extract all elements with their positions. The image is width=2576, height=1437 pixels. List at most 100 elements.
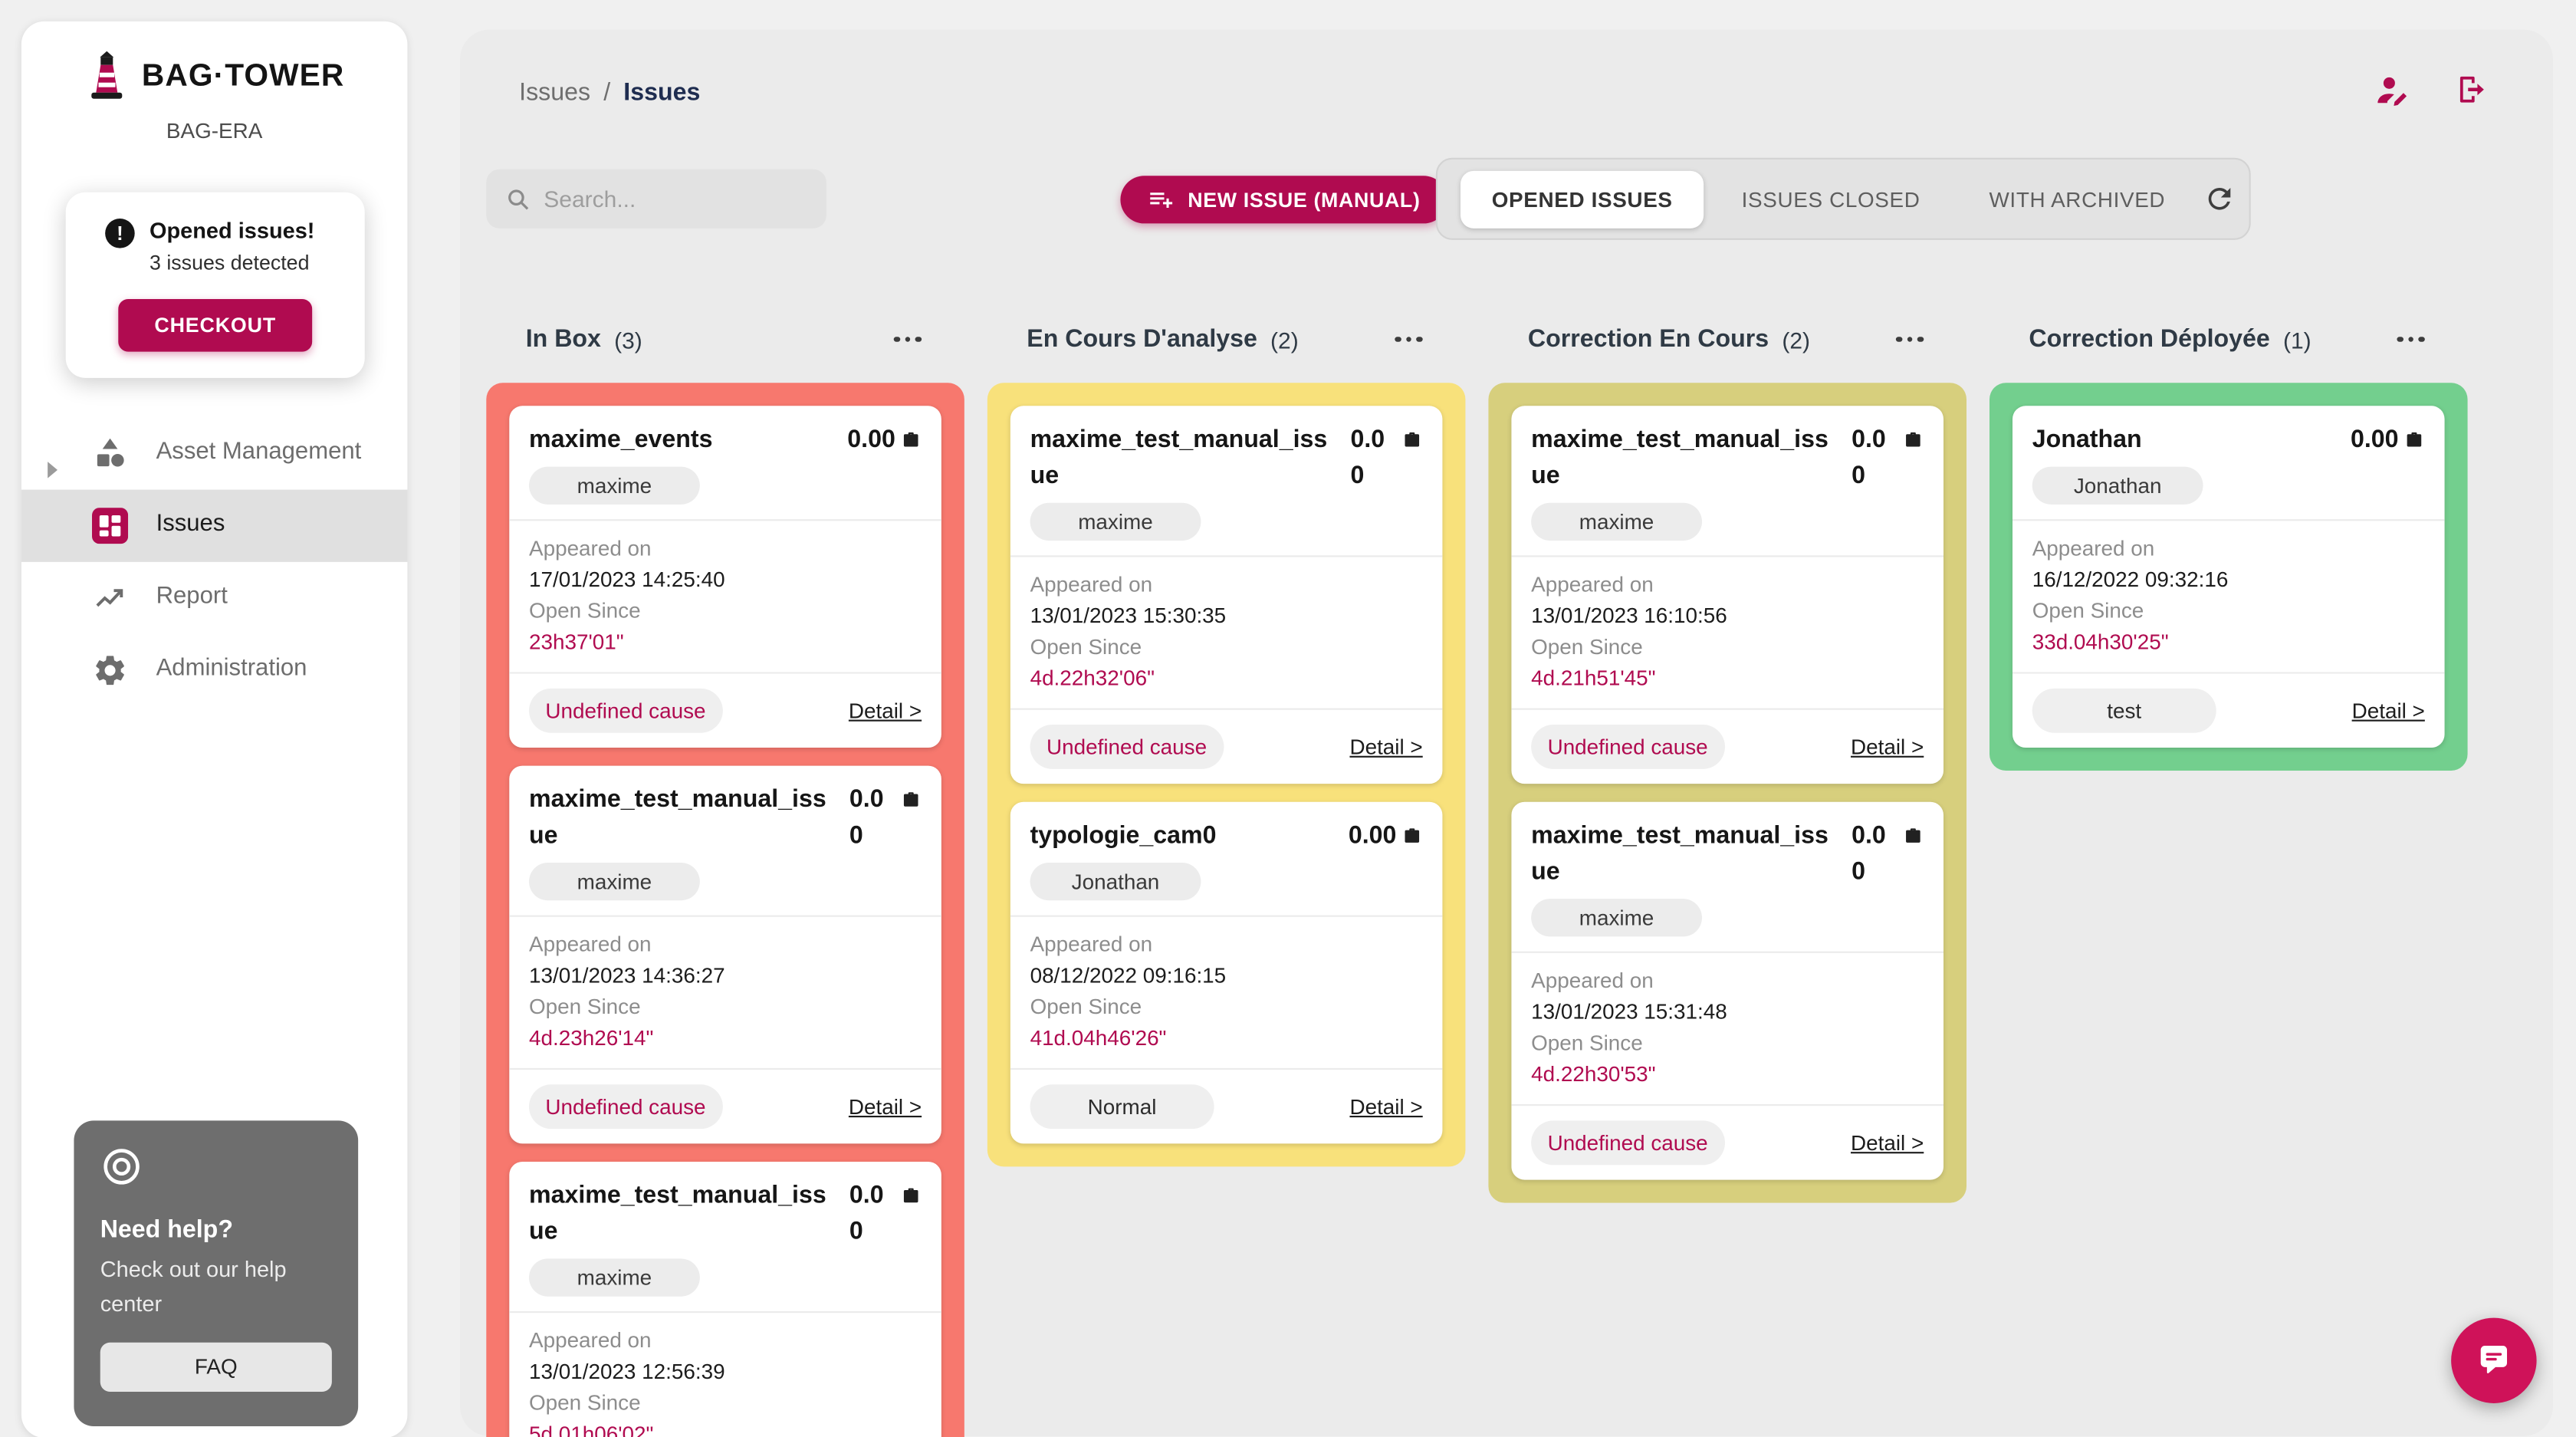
user-edit-button[interactable] <box>2372 69 2411 108</box>
column-count: (2) <box>1782 326 1811 353</box>
breadcrumb: Issues / Issues <box>519 79 700 107</box>
column-count: (3) <box>614 326 642 353</box>
assignee-chip: maxime <box>1030 502 1201 541</box>
column-title: Correction Déployée <box>2029 325 2270 353</box>
open-since-label: Open Since <box>1030 994 1142 1019</box>
open-since-label: Open Since <box>2032 598 2144 623</box>
column-body: maxime_test_manual_issue 0.00 maxime App… <box>1488 383 1967 1203</box>
tab-issues-closed[interactable]: ISSUES CLOSED <box>1710 170 1951 228</box>
issue-card[interactable]: maxime_test_manual_issue 0.00 maxime App… <box>1511 406 1944 784</box>
work-bag-icon <box>900 429 922 459</box>
detail-link[interactable]: Detail > <box>1349 1094 1423 1120</box>
issue-title: maxime_test_manual_issue <box>1531 821 1829 886</box>
issue-card[interactable]: Jonathan 0.00 Jonathan Appeared on 16/12… <box>2013 406 2445 748</box>
appeared-on-value: 13/01/2023 15:31:48 <box>1531 998 1727 1024</box>
appeared-on-label: Appeared on <box>529 535 652 561</box>
sidebar-collapse-icon[interactable] <box>48 462 58 478</box>
detail-link[interactable]: Detail > <box>1851 734 1924 759</box>
logout-icon <box>2459 75 2483 102</box>
playlist-add-icon <box>1150 192 1173 208</box>
open-since-value: 4d.22h32'06" <box>1030 665 1155 690</box>
detail-link[interactable]: Detail > <box>2351 698 2425 723</box>
cause-chip: Undefined cause <box>1531 725 1725 769</box>
open-since-label: Open Since <box>1531 634 1643 659</box>
logout-button[interactable] <box>2451 69 2490 108</box>
open-since-value: 5d.01h06'02" <box>529 1421 654 1437</box>
search-input[interactable] <box>544 186 807 212</box>
column-menu-button[interactable] <box>1392 330 1424 349</box>
assignee-chip: maxime <box>1531 899 1702 937</box>
column-menu-button[interactable] <box>2394 330 2426 349</box>
exclamation-icon: ! <box>105 219 135 248</box>
divider <box>1511 708 1944 710</box>
issue-card[interactable]: maxime_test_manual_issue 0.00 maxime App… <box>1511 801 1944 1180</box>
refresh-button[interactable] <box>2203 177 2236 220</box>
appeared-on-value: 08/12/2022 09:16:15 <box>1030 962 1227 988</box>
sidebar-nav: Asset Management Issues Report <box>21 417 408 706</box>
issue-value: 0.00 <box>847 426 895 454</box>
issue-value: 0.00 <box>849 785 884 850</box>
appeared-on-label: Appeared on <box>1030 571 1153 597</box>
page-title: Issues <box>623 78 701 107</box>
cause-chip: test <box>2032 688 2216 733</box>
main-panel: Issues / Issues <box>460 29 2553 1437</box>
help-buoy-icon <box>104 1149 140 1185</box>
appeared-on-value: 13/01/2023 15:30:35 <box>1030 603 1227 628</box>
faq-button[interactable]: FAQ <box>100 1342 332 1392</box>
divider <box>1010 1067 1443 1070</box>
column-menu-button[interactable] <box>892 330 924 349</box>
breadcrumb-root[interactable]: Issues <box>519 78 591 107</box>
detail-link[interactable]: Detail > <box>1349 734 1423 759</box>
issue-value: 0.00 <box>2350 426 2399 454</box>
issue-value: 0.00 <box>1348 821 1397 850</box>
appeared-on-label: Appeared on <box>2032 535 2155 561</box>
detail-link[interactable]: Detail > <box>1851 1130 1924 1156</box>
detail-link[interactable]: Detail > <box>848 1094 922 1120</box>
work-bag-icon <box>2404 429 2425 459</box>
appeared-on-value: 13/01/2023 14:36:27 <box>529 962 725 988</box>
sidebar-item-report[interactable]: Report <box>21 561 408 633</box>
trending-up-icon <box>96 588 123 607</box>
kanban-column-correction: Correction En Cours (2) maxime_test_manu… <box>1488 325 1967 1203</box>
assignee-chip: maxime <box>529 466 700 505</box>
issues-filter-tabs: OPENED ISSUES ISSUES CLOSED WITH ARCHIVE… <box>1435 157 2251 240</box>
org-name: BAG-ERA <box>166 118 263 143</box>
work-bag-icon <box>1401 429 1423 459</box>
tab-opened-issues[interactable]: OPENED ISSUES <box>1460 169 1704 228</box>
appeared-on-label: Appeared on <box>1030 932 1153 957</box>
checkout-button[interactable]: CHECKOUT <box>118 298 313 351</box>
divider <box>1010 708 1443 710</box>
issue-title: maxime_test_manual_issue <box>529 785 826 850</box>
breadcrumb-separator: / <box>603 78 611 107</box>
kanban-column-analyse: En Cours D'analyse (2) maxime_test_manua… <box>987 325 1466 1167</box>
divider <box>1511 555 1944 557</box>
cause-chip: Undefined cause <box>1030 725 1224 769</box>
detail-link[interactable]: Detail > <box>848 698 922 723</box>
issue-card[interactable]: maxime_test_manual_issue 0.00 maxime App… <box>1010 406 1443 784</box>
divider <box>2013 672 2445 674</box>
sidebar-item-issues[interactable]: Issues <box>21 488 408 562</box>
refresh-icon <box>2208 188 2231 210</box>
chat-fab-button[interactable] <box>2451 1317 2537 1403</box>
issue-card[interactable]: maxime_test_manual_issue 0.00 maxime App… <box>509 1162 941 1437</box>
tab-with-archived[interactable]: WITH ARCHIVED <box>1958 170 2196 228</box>
kanban-column-deployed: Correction Déployée (1) Jonathan 0.00 Jo… <box>1990 325 2468 771</box>
opened-issues-alert: ! Opened issues! 3 issues detected CHECK… <box>65 192 365 378</box>
issue-card[interactable]: maxime_events 0.00 maxime Appeared on 17… <box>509 406 941 748</box>
issue-value: 0.00 <box>849 1181 884 1246</box>
work-bag-icon <box>1401 825 1423 855</box>
new-issue-button[interactable]: NEW ISSUE (MANUAL) <box>1120 176 1447 224</box>
appeared-on-label: Appeared on <box>529 932 652 957</box>
issue-card[interactable]: typologie_cam0 0.00 Jonathan Appeared on… <box>1010 801 1443 1144</box>
sidebar-item-administration[interactable]: Administration <box>21 633 408 705</box>
sidebar-item-asset-management[interactable]: Asset Management <box>21 417 408 489</box>
column-body: maxime_events 0.00 maxime Appeared on 17… <box>486 383 964 1437</box>
dashboard-icon <box>92 507 129 544</box>
assignee-chip: maxime <box>529 863 700 901</box>
divider <box>509 519 941 521</box>
issue-card[interactable]: maxime_test_manual_issue 0.00 maxime App… <box>509 765 941 1144</box>
column-menu-button[interactable] <box>1894 330 1926 349</box>
search-bar <box>486 169 826 229</box>
work-bag-icon <box>1902 825 1924 855</box>
